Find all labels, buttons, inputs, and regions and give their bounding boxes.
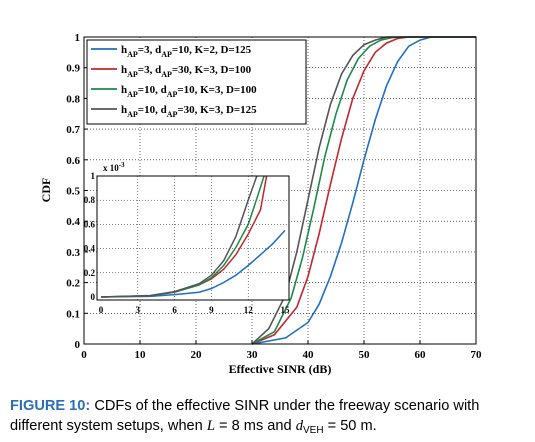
x-tick-label: 0: [81, 349, 87, 361]
x-axis-label: Effective SINR (dB): [229, 362, 332, 376]
caption-label: FIGURE 10:: [10, 398, 91, 414]
caption-d-value: = 50 m.: [323, 418, 377, 434]
y-axis-label: CDF: [39, 178, 53, 203]
series-line-2: [251, 36, 476, 345]
inset-ticks: 0 3 6 9 12 15 0 0.2 0.4 0.6 0.8 1: [84, 171, 290, 315]
inset-frame: [96, 175, 290, 301]
y-tick-label: 0.5: [66, 186, 80, 198]
x-tick-label: 10: [135, 349, 147, 361]
inset-series-lines: [100, 175, 286, 298]
main-ticks: 0 10 20 30 40 50 60 7000.10.20.30.40.50.60.70.8…: [66, 32, 482, 361]
y-tick-label: 0.1: [66, 308, 80, 320]
x-tick-label: 30: [247, 349, 259, 361]
inset-y-tick-label: 0: [91, 292, 96, 302]
legend-box: [86, 39, 307, 125]
figure: 0 10 20 30 40 50 60 70 0 0.1 0.2 0.3 0.4 0.5 0.6 0.7 0.8…: [39, 32, 482, 376]
legend: hAP=3, dAP=10, K=2, D=125 hAP=3, dAP=30, …: [86, 39, 307, 125]
caption-d-subscript: VEH: [303, 425, 324, 436]
x-tick-label: 40: [303, 349, 315, 361]
x-tick-label: 60: [415, 349, 427, 361]
y-tick-label: 0.7: [66, 124, 80, 136]
y-tick-label: 0.8: [66, 93, 80, 105]
y-tick-label: 0.3: [66, 247, 80, 259]
inset-x-tick-label: 15: [281, 305, 291, 315]
inset-y-tick-label: 0.4: [84, 244, 96, 254]
caption-text: CDFs of the effective SINR under the fre…: [10, 398, 480, 434]
inset-x-tick-label: 12: [244, 305, 254, 315]
inset-scale-label: x 10-3: [103, 161, 125, 173]
inset-x-tick-label: 3: [136, 305, 141, 315]
x-tick-label: 20: [191, 349, 203, 361]
inset-x-tick-label: 9: [209, 305, 214, 315]
caption-L-symbol: L: [206, 418, 215, 434]
legend-label-3: hAP=10, dAP=10, K=3, D=100: [121, 84, 257, 99]
inset-x-tick-label: 0: [99, 305, 104, 315]
series-line-3: [251, 36, 476, 345]
series-line-1: [251, 36, 476, 345]
x-tick-label: 70: [471, 349, 483, 361]
y-tick-label: 0.4: [66, 216, 80, 228]
y-tick-label: 0.9: [66, 63, 80, 75]
inset-y-tick-label: 0.6: [84, 219, 96, 229]
legend-label-2: hAP=3, dAP=30, K=3, D=100: [121, 64, 252, 79]
y-tick-label: 0.2: [66, 278, 80, 290]
inset-y-tick-label: 0.2: [84, 268, 96, 278]
inset-series-line-1: [100, 229, 286, 298]
inset-series-line-4: [100, 175, 258, 298]
inset-x-tick-label: 6: [172, 305, 177, 315]
inset-y-tick-label: 1: [91, 171, 96, 181]
inset-y-tick-label: 0.8: [84, 195, 96, 205]
legend-label-4: hAP=10, dAP=30, K=3, D=125: [121, 104, 257, 119]
caption-L-value: = 8 ms and: [214, 418, 296, 434]
cdf-chart: 0 10 20 30 40 50 60 7000.10.20.30.40.50.60.70.8…: [39, 32, 482, 376]
inset-chart: 0 3 6 9 12 15 0 0.2 0.4 0.6 0.8 1 x 10-3: [84, 161, 290, 315]
y-tick-label: 0: [75, 339, 81, 351]
x-tick-label: 50: [359, 349, 371, 361]
y-tick-label: 1: [75, 32, 81, 44]
legend-label-1: hAP=3, dAP=10, K=2, D=125: [121, 44, 252, 59]
caption-d-symbol: d: [295, 418, 303, 434]
figure-caption: FIGURE 10: CDFs of the effective SINR un…: [10, 396, 530, 438]
inset-background: [97, 176, 289, 300]
y-tick-label: 0.6: [66, 155, 80, 167]
